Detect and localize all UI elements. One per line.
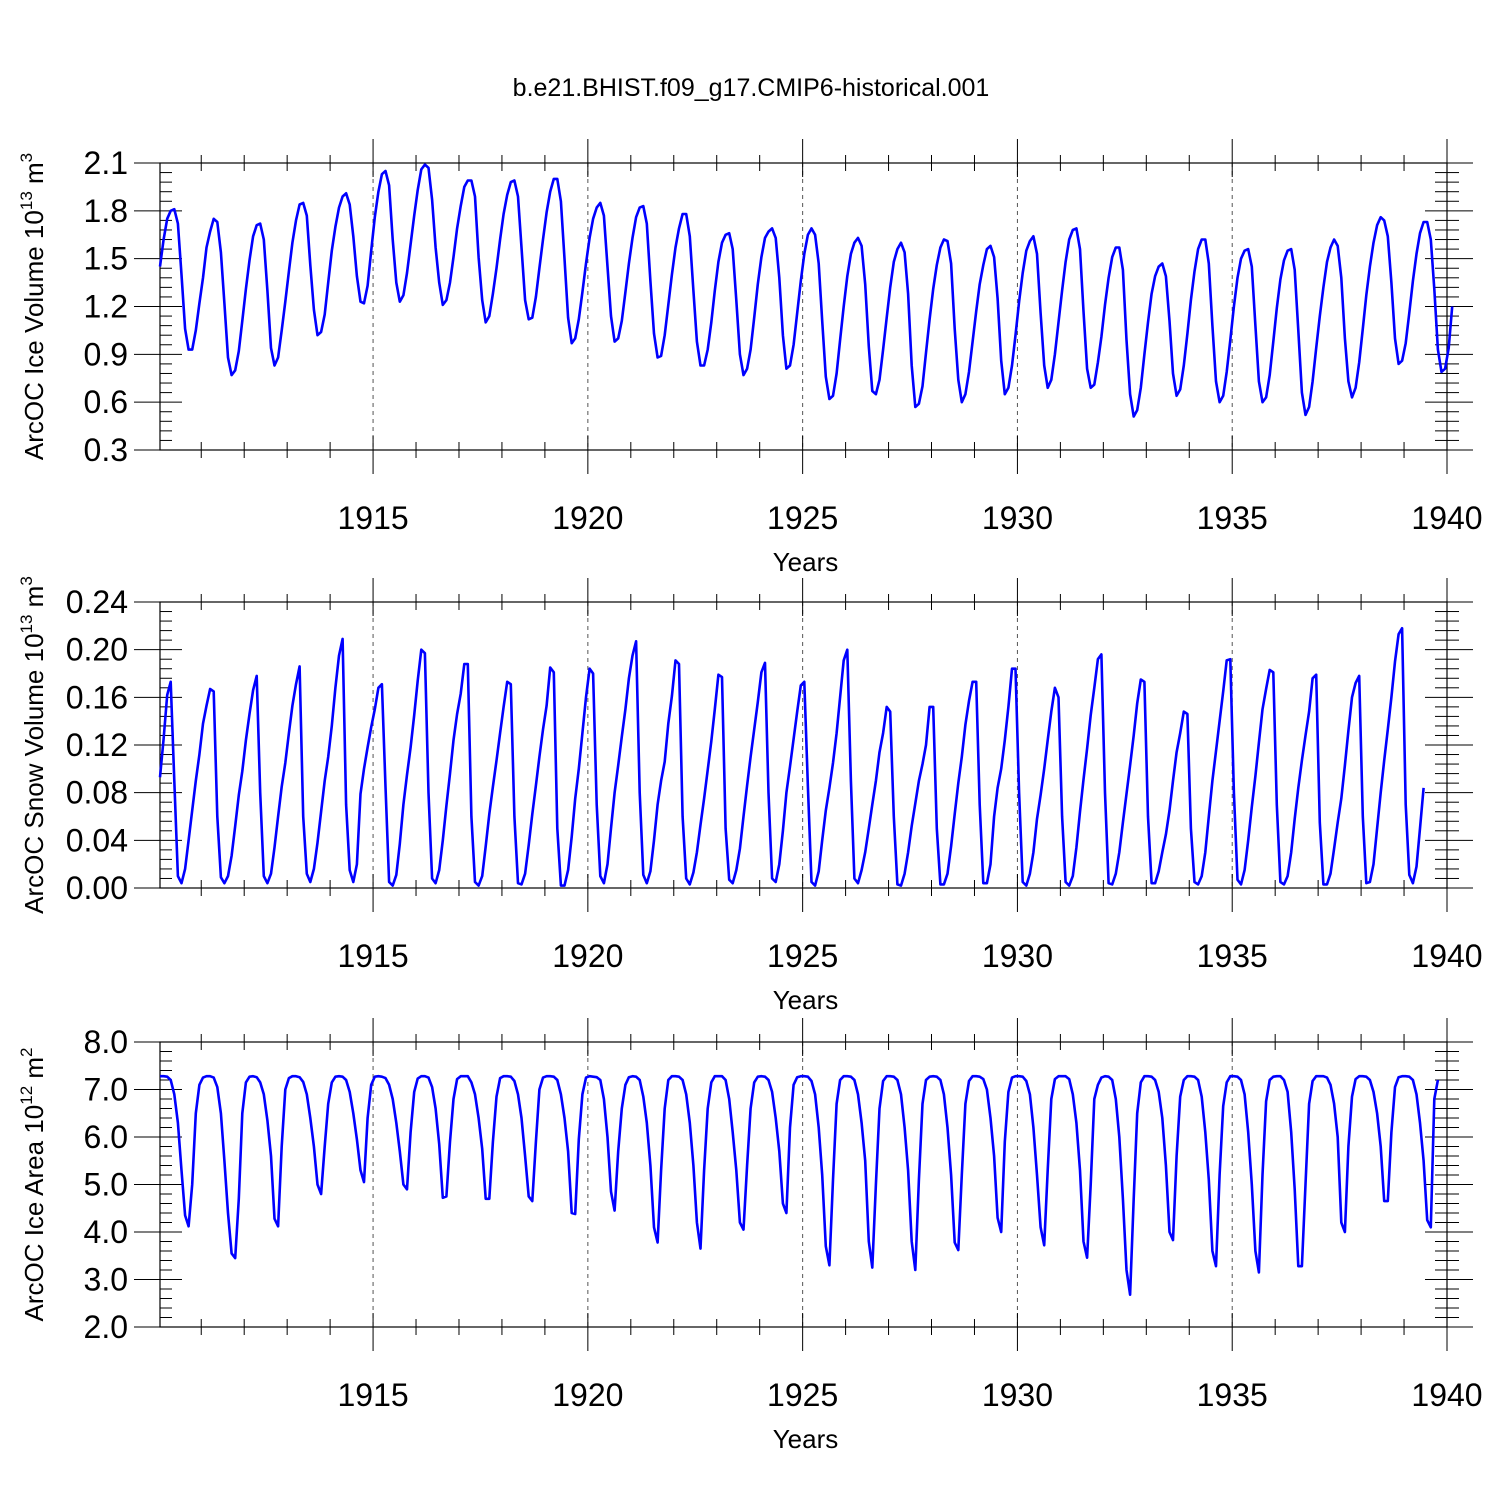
x-tick-label: 1940 <box>1411 938 1482 974</box>
x-tick-label: 1935 <box>1197 500 1268 536</box>
y-axis-title: ArcOC Snow Volume 1013 m3 <box>17 576 49 914</box>
y-tick-label: 0.08 <box>66 775 128 811</box>
y-axis-title: ArcOC Ice Volume 1013 m3 <box>17 153 49 460</box>
x-tick-label: 1940 <box>1411 500 1482 536</box>
y-tick-label: 0.16 <box>66 679 128 715</box>
x-axis-title: Years <box>773 985 839 1015</box>
y-axis-title-part: ArcOC Ice Area 10 <box>19 1105 49 1322</box>
y-tick-label: 6.0 <box>84 1119 128 1155</box>
x-tick-label: 1915 <box>337 1377 408 1413</box>
y-axis-title-part: 3 <box>17 153 36 162</box>
x-tick-label: 1935 <box>1197 938 1268 974</box>
series-line <box>158 163 1454 418</box>
y-tick-label: 2.1 <box>84 145 128 181</box>
x-axis-title: Years <box>773 1424 839 1454</box>
y-tick-label: 0.00 <box>66 870 128 906</box>
x-tick-label: 1920 <box>552 938 623 974</box>
x-tick-label: 1925 <box>767 1377 838 1413</box>
y-axis-title-part: m <box>19 1057 49 1086</box>
y-tick-label: 1.2 <box>84 289 128 325</box>
panel-3: 2.0 3.0 4.0 5.0 6.0 7.0 8.0 1915 1920 1925 1930 193… <box>17 1018 1483 1454</box>
y-axis-title-part: 13 <box>17 615 36 634</box>
x-tick-label: 1930 <box>982 938 1053 974</box>
y-axis-title-part: ArcOC Snow Volume 10 <box>19 633 49 913</box>
x-tick-label: 1930 <box>982 1377 1053 1413</box>
y-tick-label: 3.0 <box>84 1262 128 1298</box>
y-tick-label: 0.04 <box>66 822 128 858</box>
x-tick-label: 1925 <box>767 500 838 536</box>
y-axis-title-part: 13 <box>17 191 36 210</box>
y-axis-title-part: 12 <box>17 1086 36 1105</box>
y-tick-label: 8.0 <box>84 1024 128 1060</box>
x-tick-label: 1930 <box>982 500 1053 536</box>
y-tick-label: 0.20 <box>66 632 128 668</box>
series-line <box>158 626 1425 887</box>
y-tick-label: 7.0 <box>84 1072 128 1108</box>
x-axis-title: Years <box>773 547 839 577</box>
y-axis-title-part: m <box>19 586 49 615</box>
plot-frame <box>159 1041 1448 1328</box>
x-tick-label: 1940 <box>1411 1377 1482 1413</box>
plot-frame <box>159 601 1448 889</box>
figure-title: b.e21.BHIST.f09_g17.CMIP6-historical.001 <box>513 74 990 102</box>
y-tick-label: 1.5 <box>84 241 128 277</box>
y-tick-label: 0.6 <box>84 384 128 420</box>
y-tick-label: 0.24 <box>66 584 128 620</box>
y-tick-label: 5.0 <box>84 1167 128 1203</box>
panel-2: 0.00 0.04 0.08 0.12 0.16 0.20 0.24 1915 1920 1925… <box>17 576 1483 1015</box>
y-axis-title-part: m <box>19 162 49 191</box>
y-tick-label: 0.12 <box>66 727 128 763</box>
x-tick-label: 1920 <box>552 1377 623 1413</box>
x-tick-label: 1935 <box>1197 1377 1268 1413</box>
y-axis-title-part: ArcOC Ice Volume 10 <box>19 210 49 460</box>
y-axis-title-part: 3 <box>17 576 36 585</box>
y-tick-label: 1.8 <box>84 193 128 229</box>
y-axis-title: ArcOC Ice Area 1012 m2 <box>17 1047 49 1321</box>
x-tick-label: 1925 <box>767 938 838 974</box>
series-line <box>160 1074 1440 1296</box>
x-tick-label: 1915 <box>337 938 408 974</box>
panel-1: 0.3 0.6 0.9 1.2 1.5 1.8 2.1 1915 1920 1925 1930 193… <box>17 139 1483 577</box>
x-tick-label: 1920 <box>552 500 623 536</box>
y-axis-title-part: 2 <box>17 1047 36 1056</box>
y-tick-label: 2.0 <box>84 1309 128 1345</box>
y-tick-label: 0.9 <box>84 336 128 372</box>
y-tick-label: 4.0 <box>84 1214 128 1250</box>
x-tick-label: 1915 <box>337 500 408 536</box>
y-tick-label: 0.3 <box>84 432 128 468</box>
